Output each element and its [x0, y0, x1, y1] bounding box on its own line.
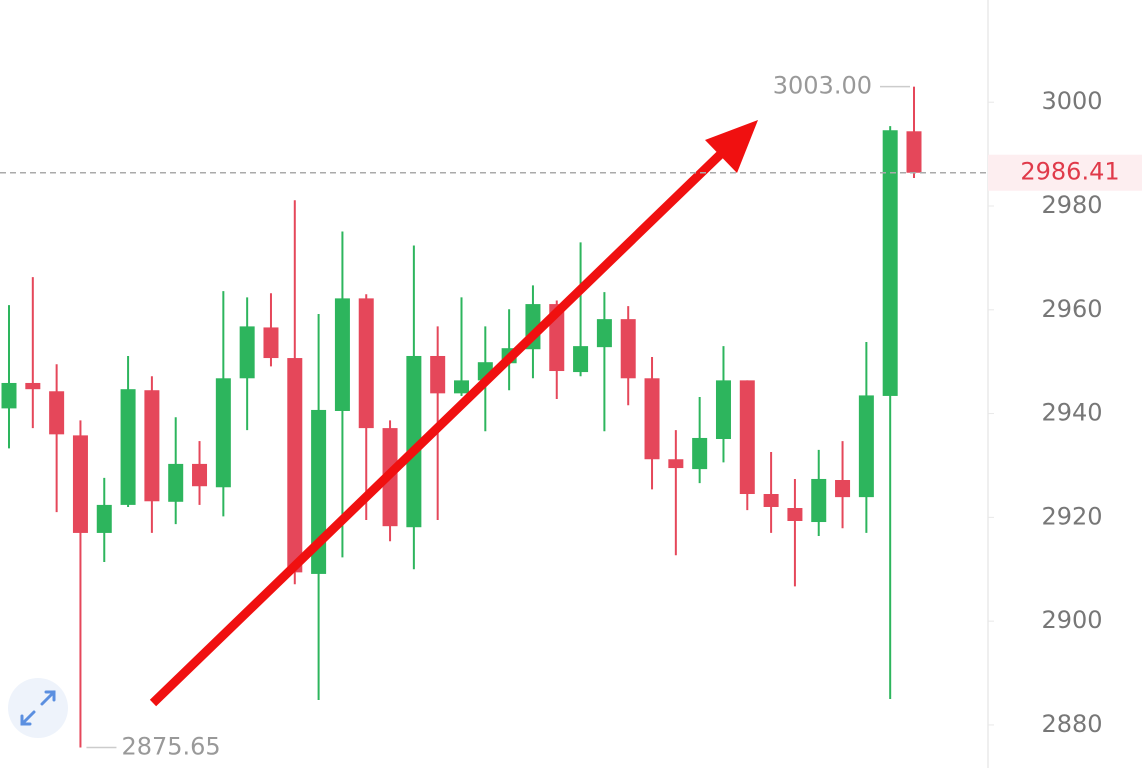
y-tick-label: 2960 [1041, 295, 1102, 323]
y-tick-label: 3000 [1041, 87, 1102, 115]
candle-body [144, 390, 160, 502]
last-price-bg [988, 154, 1142, 191]
candle-body [573, 346, 589, 373]
candle-body [49, 391, 65, 435]
trend-arrow [149, 143, 732, 707]
trend-arrow-head [705, 120, 758, 173]
candle-body [715, 380, 731, 440]
candle-body [72, 435, 88, 533]
candle-body [239, 326, 255, 379]
y-tick-label: 2920 [1041, 502, 1102, 530]
annotation-label: 2875.65 [121, 733, 220, 761]
candle-body [692, 437, 708, 470]
candle-body [906, 131, 922, 173]
candle-body [25, 382, 41, 390]
plot [1, 86, 922, 748]
candle-body [334, 298, 350, 411]
y-tick-label: 2940 [1041, 399, 1102, 427]
annotation-label: 3003.00 [773, 72, 872, 100]
candle-body [596, 319, 612, 348]
y-tick-label: 2880 [1041, 710, 1102, 738]
y-tick-label: 2980 [1041, 191, 1102, 219]
candle-body [739, 380, 755, 495]
candle-body [168, 463, 184, 502]
candle-body [835, 480, 851, 498]
candle-body [96, 504, 112, 533]
last-price-label: 2986.41 [1020, 158, 1119, 186]
candle-body [287, 358, 303, 573]
candle-body [215, 378, 231, 488]
candle-body [1, 382, 17, 409]
candle-body [311, 409, 327, 574]
candle-body [430, 355, 446, 394]
candle-body [763, 494, 779, 507]
candle-body [668, 459, 684, 469]
candle-body [858, 395, 874, 498]
candle-body [620, 319, 636, 379]
candle-body [454, 380, 469, 394]
candle-body [406, 355, 422, 528]
candle-body [811, 478, 827, 523]
candle-body [644, 378, 660, 460]
candle-body [120, 389, 136, 505]
expand-button[interactable] [8, 678, 68, 738]
candle-body [358, 298, 374, 429]
candle-body [263, 327, 279, 359]
candle-body [192, 463, 208, 487]
candle-body [882, 130, 898, 396]
y-tick-label: 2900 [1041, 606, 1102, 634]
candle-body [787, 508, 803, 521]
